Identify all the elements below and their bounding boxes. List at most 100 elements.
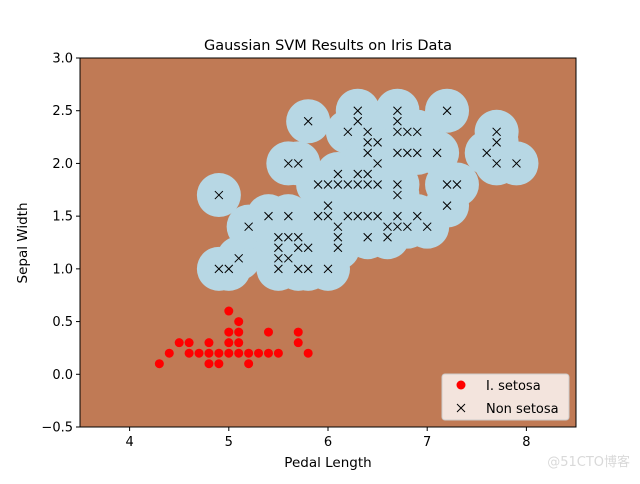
point-non-setosa — [323, 180, 333, 189]
point-non-setosa — [293, 264, 303, 274]
point-non-setosa — [363, 137, 373, 147]
point-setosa — [184, 338, 194, 348]
point-setosa — [234, 338, 244, 348]
point-non-setosa — [492, 137, 501, 147]
point-non-setosa-stroke — [323, 264, 333, 274]
point-non-setosa — [343, 127, 353, 137]
point-non-setosa — [244, 222, 253, 232]
point-non-setosa — [303, 116, 313, 126]
point-non-setosa-stroke — [353, 116, 363, 126]
point-setosa — [293, 338, 303, 348]
point-non-setosa — [214, 264, 224, 274]
point-non-setosa — [393, 222, 402, 232]
point-non-setosa-stroke — [492, 159, 501, 168]
point-non-setosa-stroke — [323, 201, 333, 210]
point-non-setosa — [373, 137, 382, 147]
point-setosa — [174, 338, 184, 348]
point-non-setosa-stroke — [393, 180, 402, 189]
point-non-setosa-stroke — [373, 137, 382, 147]
watermark: @51CTO博客 — [547, 455, 630, 470]
point-non-setosa — [333, 243, 343, 253]
point-setosa — [214, 348, 224, 358]
point-setosa — [194, 348, 204, 358]
point-non-setosa — [293, 243, 303, 253]
point-non-setosa — [303, 264, 313, 274]
x-tick-label: 7 — [423, 435, 431, 450]
point-non-setosa — [373, 180, 382, 189]
point-non-setosa-stroke — [353, 169, 363, 179]
point-non-setosa-stroke — [442, 106, 452, 116]
point-non-setosa — [403, 148, 412, 158]
point-non-setosa — [353, 180, 363, 189]
point-non-setosa — [442, 201, 452, 210]
point-non-setosa — [363, 232, 373, 242]
point-non-setosa-stroke — [333, 243, 343, 253]
point-non-setosa — [363, 127, 373, 137]
point-non-setosa-stroke — [264, 211, 273, 221]
point-non-setosa — [353, 106, 363, 116]
point-setosa — [263, 348, 273, 358]
point-non-setosa — [492, 159, 501, 168]
legend-marker-non-setosa — [456, 403, 466, 413]
point-non-setosa — [323, 211, 333, 221]
point-non-setosa — [403, 222, 412, 232]
point-non-setosa-stroke — [283, 232, 293, 242]
point-non-setosa-stroke — [373, 211, 382, 221]
point-non-setosa-stroke — [343, 211, 353, 221]
point-non-setosa-stroke — [432, 148, 442, 158]
point-non-setosa-stroke — [383, 232, 392, 242]
point-non-setosa-stroke — [403, 222, 412, 232]
point-non-setosa — [353, 169, 363, 179]
point-non-setosa — [293, 232, 303, 242]
point-non-setosa — [303, 243, 313, 253]
x-tick-label: 5 — [225, 435, 233, 450]
point-non-setosa — [353, 211, 363, 221]
point-setosa — [164, 348, 174, 358]
point-non-setosa-stroke — [274, 243, 283, 253]
point-non-setosa — [512, 159, 521, 168]
point-non-setosa-stroke — [403, 148, 412, 158]
legend: I. setosa Non setosa — [441, 373, 570, 421]
point-non-setosa — [403, 127, 412, 137]
point-setosa — [214, 359, 224, 369]
point-non-setosa — [383, 222, 392, 232]
point-setosa — [293, 327, 303, 337]
point-non-setosa — [363, 180, 373, 189]
point-setosa — [224, 338, 234, 348]
point-non-setosa — [393, 148, 402, 158]
point-setosa — [303, 348, 313, 358]
point-non-setosa-stroke — [393, 190, 402, 200]
legend-label-non-setosa: Non setosa — [486, 402, 559, 417]
point-non-setosa — [452, 180, 462, 189]
point-non-setosa-stroke — [313, 211, 323, 221]
point-non-setosa — [393, 106, 402, 116]
point-non-setosa-stroke — [274, 232, 283, 242]
point-non-setosa — [373, 211, 382, 221]
point-non-setosa — [214, 190, 224, 200]
legend-box — [441, 373, 570, 421]
point-non-setosa — [393, 116, 402, 126]
point-setosa — [204, 348, 214, 358]
point-non-setosa-stroke — [293, 159, 303, 168]
point-setosa — [234, 348, 244, 358]
point-non-setosa-stroke — [393, 127, 402, 137]
point-non-setosa-stroke — [492, 137, 501, 147]
point-non-setosa — [274, 264, 283, 274]
point-non-setosa-stroke — [492, 127, 501, 137]
point-setosa — [254, 348, 264, 358]
y-tick-label: 0.0 — [52, 368, 73, 383]
y-tick-label: 1.5 — [52, 210, 73, 225]
point-non-setosa-stroke — [313, 180, 323, 189]
point-non-setosa-stroke — [214, 190, 224, 200]
point-non-setosa-stroke — [512, 159, 521, 168]
point-non-setosa-stroke — [412, 127, 422, 137]
point-non-setosa-stroke — [274, 264, 283, 274]
point-non-setosa — [323, 264, 333, 274]
point-non-setosa — [482, 148, 492, 158]
point-non-setosa — [492, 127, 501, 137]
point-non-setosa — [333, 222, 343, 232]
point-non-setosa — [313, 211, 323, 221]
y-tick-label: −0.5 — [41, 421, 73, 436]
point-setosa — [234, 327, 244, 337]
